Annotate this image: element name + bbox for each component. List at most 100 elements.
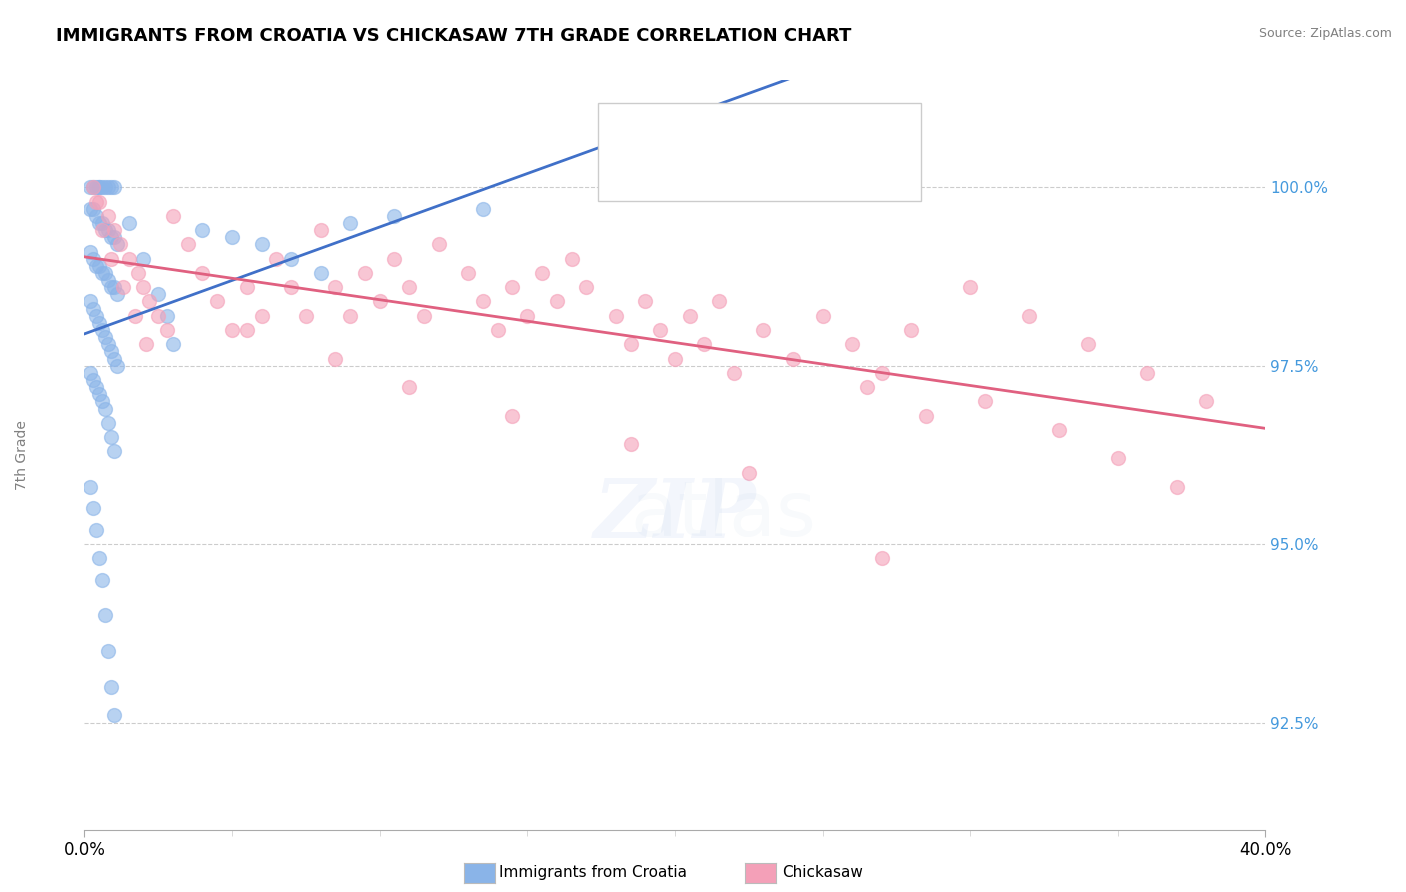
Point bbox=[79, 180, 101, 194]
Point bbox=[79, 294, 101, 309]
Point bbox=[620, 437, 643, 451]
Point bbox=[91, 216, 114, 230]
Point bbox=[250, 237, 273, 252]
Point bbox=[413, 309, 436, 323]
Point bbox=[325, 280, 347, 294]
Point bbox=[368, 294, 391, 309]
Point bbox=[87, 216, 111, 230]
Text: atlas: atlas bbox=[534, 478, 815, 552]
Point bbox=[100, 280, 122, 294]
Point bbox=[959, 280, 981, 294]
Point bbox=[156, 323, 179, 337]
Point bbox=[709, 294, 731, 309]
Point bbox=[94, 223, 117, 237]
Point bbox=[87, 180, 111, 194]
Point bbox=[752, 323, 775, 337]
Point bbox=[94, 266, 117, 280]
Point bbox=[664, 351, 686, 366]
Point bbox=[84, 259, 107, 273]
Point bbox=[138, 294, 160, 309]
Point bbox=[811, 309, 834, 323]
Point bbox=[398, 380, 420, 394]
Point bbox=[91, 180, 114, 194]
Point bbox=[457, 266, 479, 280]
Point bbox=[97, 337, 120, 351]
Point bbox=[105, 237, 128, 252]
Point bbox=[97, 209, 120, 223]
Point bbox=[309, 266, 332, 280]
Point bbox=[162, 337, 184, 351]
Point bbox=[266, 252, 288, 266]
Point bbox=[87, 194, 111, 209]
Point bbox=[97, 273, 120, 287]
Point bbox=[87, 387, 111, 401]
Point bbox=[79, 202, 101, 216]
Point bbox=[472, 202, 495, 216]
Point bbox=[103, 230, 125, 244]
Point bbox=[1195, 394, 1218, 409]
Point bbox=[280, 280, 302, 294]
Point bbox=[561, 252, 583, 266]
Point bbox=[82, 301, 104, 316]
Point bbox=[87, 180, 111, 194]
Point bbox=[354, 266, 377, 280]
Point bbox=[620, 337, 643, 351]
Point bbox=[1136, 366, 1159, 380]
Point bbox=[191, 223, 214, 237]
Point bbox=[156, 309, 179, 323]
Point bbox=[124, 309, 146, 323]
Point bbox=[148, 309, 170, 323]
Point bbox=[870, 366, 893, 380]
Point bbox=[1107, 451, 1129, 466]
Point bbox=[87, 551, 111, 566]
Point bbox=[97, 223, 120, 237]
Point bbox=[100, 344, 122, 359]
Point bbox=[84, 194, 107, 209]
Point bbox=[135, 337, 157, 351]
Point bbox=[103, 223, 125, 237]
Point bbox=[546, 294, 568, 309]
Text: R = 0.330   N = 77: R = 0.330 N = 77 bbox=[672, 122, 856, 140]
Point bbox=[1018, 309, 1040, 323]
Point bbox=[693, 337, 716, 351]
Point bbox=[82, 202, 104, 216]
Point bbox=[94, 401, 117, 416]
Point bbox=[339, 309, 361, 323]
Point bbox=[236, 323, 259, 337]
Point bbox=[339, 216, 361, 230]
Point bbox=[79, 366, 101, 380]
Point bbox=[177, 237, 200, 252]
Point bbox=[100, 430, 122, 444]
Text: Source: ZipAtlas.com: Source: ZipAtlas.com bbox=[1258, 27, 1392, 40]
Point bbox=[191, 266, 214, 280]
Point bbox=[309, 223, 332, 237]
Point bbox=[118, 252, 141, 266]
Point bbox=[516, 309, 538, 323]
Point bbox=[100, 230, 122, 244]
Point bbox=[82, 180, 104, 194]
Point bbox=[148, 287, 170, 301]
Point bbox=[100, 680, 122, 694]
Point bbox=[325, 351, 347, 366]
Point bbox=[427, 237, 450, 252]
Point bbox=[87, 316, 111, 330]
Point bbox=[915, 409, 938, 423]
Point bbox=[738, 466, 761, 480]
Point bbox=[94, 608, 117, 623]
Point bbox=[84, 180, 107, 194]
Point bbox=[91, 573, 114, 587]
Point bbox=[605, 309, 627, 323]
Point bbox=[103, 708, 125, 723]
Point bbox=[82, 252, 104, 266]
Point bbox=[97, 416, 120, 430]
Point bbox=[502, 409, 524, 423]
Point bbox=[900, 323, 922, 337]
Point bbox=[91, 394, 114, 409]
Point bbox=[782, 351, 804, 366]
Point bbox=[472, 294, 495, 309]
Point bbox=[91, 323, 114, 337]
Point bbox=[1047, 423, 1070, 437]
Point bbox=[91, 223, 114, 237]
Point bbox=[870, 551, 893, 566]
Point bbox=[841, 337, 863, 351]
